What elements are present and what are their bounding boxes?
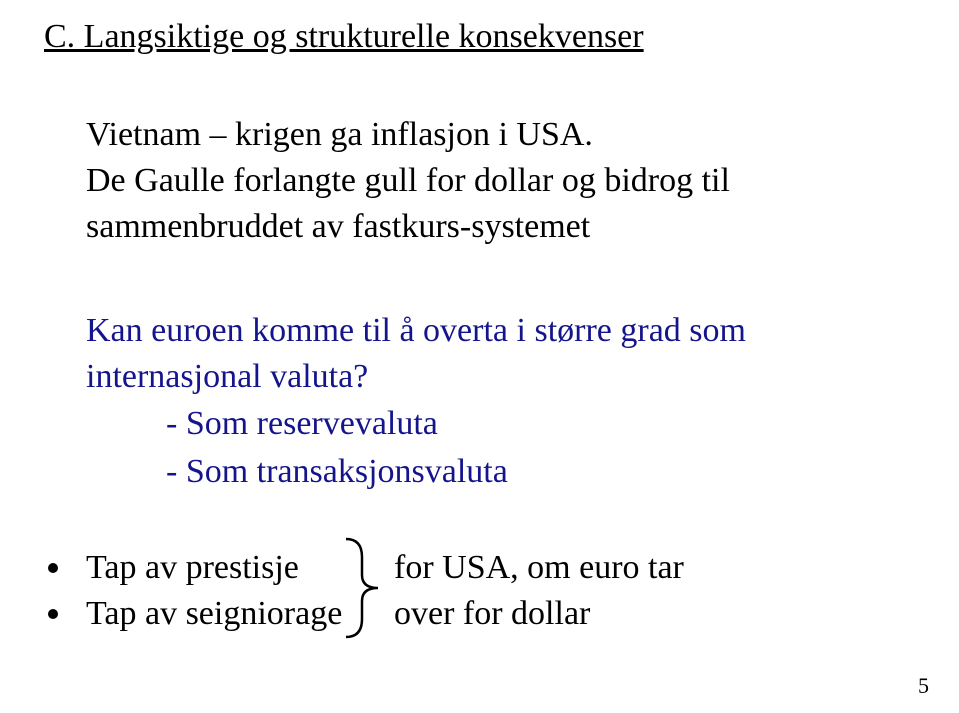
- sub-item-1: - Som reservevaluta: [166, 401, 899, 447]
- sub-item-2: - Som transaksjonsvaluta: [166, 449, 899, 495]
- body-paragraph-1: Vietnam – krigen ga inflasjon i USA. De …: [86, 112, 899, 250]
- section-heading: C. Langsiktige og strukturelle konsekven…: [44, 18, 899, 56]
- page-number: 5: [918, 673, 929, 699]
- bullet-block: Tap av prestisje for USA, om euro tar Ta…: [44, 545, 899, 637]
- body-paragraph-2: Kan euroen komme til å overta i større g…: [86, 308, 899, 400]
- slide-page: C. Langsiktige og strukturelle konsekven…: [0, 0, 959, 713]
- bullet-dot-icon: [48, 609, 58, 619]
- bullet-right-1: for USA, om euro tar: [394, 545, 899, 591]
- curly-brace-icon: [336, 537, 386, 639]
- bullet-right-2: over for dollar: [394, 591, 899, 637]
- bullet-row-2: Tap av seigniorage over for dollar: [44, 591, 899, 637]
- para1-line2: De Gaulle forlangte gull for dollar og b…: [86, 162, 730, 245]
- para1-line1: Vietnam – krigen ga inflasjon i USA.: [86, 116, 593, 153]
- bullet-dot-icon: [48, 563, 58, 573]
- bullet-row-1: Tap av prestisje for USA, om euro tar: [44, 545, 899, 591]
